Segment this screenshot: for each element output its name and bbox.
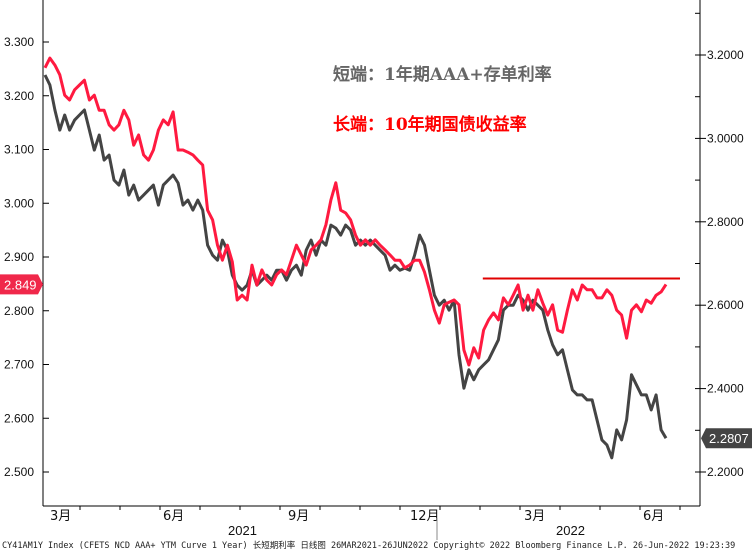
x-axis-month-label: 3月 [50,509,71,524]
right-axis-tick-label: 2.8000 [707,215,744,229]
year-label-2021: 2021 [228,523,257,538]
last-value-badge-long [0,274,43,295]
right-axis-tick-label: 2.2000 [707,465,744,479]
last-value-label-short: 2.2807 [709,431,749,446]
left-axis-tick-label: 2.500 [4,465,34,479]
x-axis-month-label: 6月 [643,509,664,524]
last-value-label-long: 2.849 [4,277,37,292]
plot-frame [42,0,701,507]
right-axis-tick-label: 3.2000 [707,48,744,62]
last-value-badge-short [701,428,752,449]
left-axis-tick-label: 2.600 [4,411,34,425]
left-axis-tick-label: 2.700 [4,358,34,372]
x-axis-month-label: 12月 [410,509,440,524]
x-axis-month-label: 3月 [524,509,545,524]
right-axis-tick-label: 3.0000 [707,131,744,145]
right-axis-tick-label: 2.6000 [707,298,744,312]
left-axis-tick-label: 3.000 [4,196,34,210]
left-axis-tick-label: 3.300 [4,35,34,49]
legend-long-end: 长端：10年期国债收益率 [333,114,527,135]
footer-source: CY41AM1Y Index (CFETS NCD AAA+ YTM Curve… [2,540,735,551]
series-line-1y-ncd [43,74,668,460]
series-line-10y-govt-bond [43,56,668,367]
left-axis-tick-label: 2.900 [4,250,34,264]
right-axis-tick-label: 2.4000 [707,382,744,396]
left-axis-tick-label: 2.800 [4,304,34,318]
legend-short-end: 短端：1年期AAA+存单利率 [333,64,552,85]
year-label-2022: 2022 [556,523,585,538]
left-axis-tick-label: 3.100 [4,143,34,157]
x-axis-month-label: 6月 [163,509,184,524]
x-axis-month-label: 9月 [288,509,309,524]
left-axis-tick-label: 3.200 [4,89,34,103]
